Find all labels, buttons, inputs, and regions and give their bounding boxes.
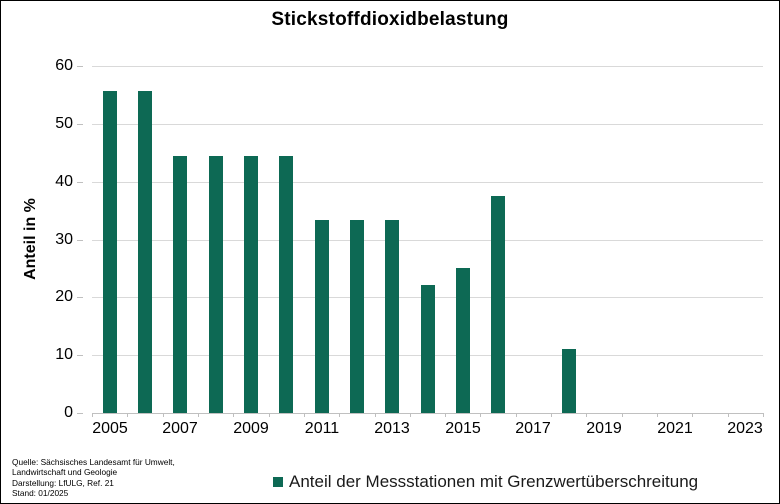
legend-marker-icon xyxy=(273,477,283,487)
x-axis-tick xyxy=(304,413,305,417)
bar xyxy=(244,156,258,413)
bar xyxy=(421,285,435,413)
x-axis-tick xyxy=(622,413,623,417)
bar xyxy=(138,91,152,413)
y-axis-tick xyxy=(77,182,83,183)
x-tick-label: 2013 xyxy=(374,420,410,437)
x-tick-label: 2007 xyxy=(162,420,198,437)
bar xyxy=(562,349,576,413)
bar xyxy=(456,268,470,413)
source-line: Stand: 01/2025 xyxy=(12,488,69,499)
source-line: Landwirtschaft und Geologie xyxy=(12,467,118,478)
gridline xyxy=(92,182,763,183)
x-axis-tick xyxy=(763,413,764,417)
source-line: Quelle: Sächsisches Landesamt für Umwelt… xyxy=(12,457,175,467)
plot-area xyxy=(77,66,764,417)
x-tick-label: 2023 xyxy=(727,420,763,437)
y-tick-label: 40 xyxy=(55,173,73,190)
bar xyxy=(173,156,187,413)
y-axis-title: Anteil in % xyxy=(22,198,39,280)
x-axis-tick xyxy=(375,413,376,417)
legend-label: Anteil der Messstationen mit Grenzwertüb… xyxy=(289,472,699,491)
bar xyxy=(103,91,117,413)
y-tick-label: 50 xyxy=(55,115,73,132)
x-axis-tick xyxy=(127,413,128,417)
x-axis-tick xyxy=(586,413,587,417)
y-tick-label: 30 xyxy=(55,231,73,248)
x-axis-tick xyxy=(692,413,693,417)
x-axis-tick xyxy=(233,413,234,417)
y-axis-tick xyxy=(77,355,83,356)
x-tick-label: 2017 xyxy=(515,420,551,437)
x-axis-tick xyxy=(728,413,729,417)
y-axis-tick xyxy=(77,413,83,414)
x-tick-label: 2005 xyxy=(92,420,128,437)
x-axis-tick xyxy=(445,413,446,417)
bar xyxy=(385,220,399,413)
x-axis-tick xyxy=(339,413,340,417)
source-note: Quelle: Sächsisches Landesamt für Umwelt… xyxy=(12,457,175,499)
y-tick-label: 60 xyxy=(55,57,73,74)
bar xyxy=(350,220,364,413)
x-tick-label: 2019 xyxy=(586,420,622,437)
x-axis-tick xyxy=(551,413,552,417)
chart-title: Stickstoffdioxidbelastung xyxy=(271,9,509,30)
y-axis-tick xyxy=(77,297,83,298)
y-tick-label: 0 xyxy=(64,404,73,421)
bar xyxy=(315,220,329,413)
x-tick-label: 2021 xyxy=(657,420,693,437)
y-tick-label: 20 xyxy=(55,288,73,305)
x-tick-label: 2015 xyxy=(445,420,481,437)
x-axis-tick xyxy=(92,413,93,417)
bar xyxy=(491,196,505,413)
source-line: Darstellung: LfULG, Ref. 21 xyxy=(12,477,114,488)
y-axis-tick xyxy=(77,124,83,125)
x-axis-tick xyxy=(198,413,199,417)
x-axis-tick xyxy=(269,413,270,417)
y-axis-tick xyxy=(77,240,83,241)
y-tick-label: 10 xyxy=(55,346,73,363)
x-axis-tick xyxy=(480,413,481,417)
gridline xyxy=(92,124,763,125)
x-axis-tick xyxy=(657,413,658,417)
gridline xyxy=(92,240,763,241)
x-tick-label: 2009 xyxy=(233,420,269,437)
y-axis-tick xyxy=(77,66,83,67)
x-axis-tick xyxy=(516,413,517,417)
bar xyxy=(209,156,223,413)
bar xyxy=(279,156,293,413)
x-tick-label: 2011 xyxy=(304,420,340,437)
x-axis-tick xyxy=(163,413,164,417)
legend: Anteil der Messstationen mit Grenzwertüb… xyxy=(273,470,698,494)
gridline xyxy=(92,66,763,67)
x-axis-tick xyxy=(410,413,411,417)
